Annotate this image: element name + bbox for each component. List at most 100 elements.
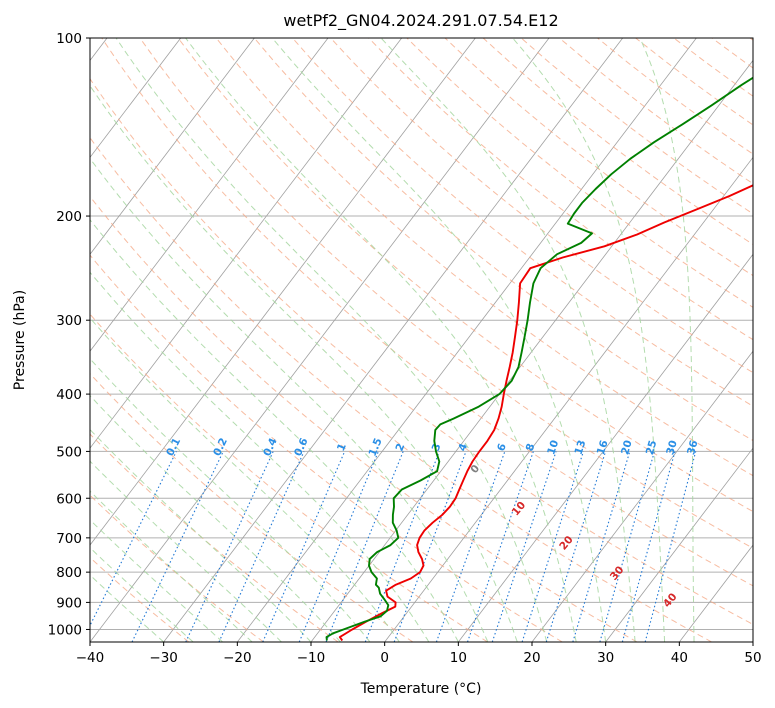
mixing-ratio-line — [521, 451, 584, 642]
dry-adiabat-line — [253, 38, 753, 442]
mixing-ratio-label: 0.6 — [292, 436, 311, 458]
mixing-ratio-label: 1 — [335, 442, 349, 453]
dry-adiabat-line — [177, 38, 753, 513]
y-axis: 100 200 300 400 500 600 700 800 900 1000 — [48, 31, 90, 638]
dry-adiabat-line — [90, 136, 712, 642]
isotherm-line — [90, 38, 182, 159]
plot-frame — [89, 37, 754, 643]
dry-adiabat-line — [330, 38, 753, 374]
y-tick-label: 200 — [56, 209, 82, 225]
x-tick-label: 20 — [523, 650, 540, 666]
isotherm-line — [163, 38, 624, 642]
mixing-ratio-line — [393, 451, 467, 642]
x-tick-label: 10 — [450, 650, 467, 666]
mixing-ratio-label: 1.5 — [367, 436, 385, 458]
isotherm-line — [90, 38, 255, 255]
moist-adiabat-line — [185, 38, 577, 642]
moist-adiabat-line — [115, 38, 548, 642]
y-tick-label: 700 — [56, 531, 82, 547]
y-tick-label: 900 — [56, 595, 82, 611]
dry-adiabat-line — [215, 38, 753, 477]
mixing-ratio-line — [298, 451, 379, 642]
moist-adiabats — [90, 38, 695, 642]
moist-adiabat-line — [639, 38, 695, 642]
dry-adiabat-line — [711, 38, 753, 69]
mixing-ratio-label: 36 — [685, 439, 700, 456]
chart-title: wetPf2_GN04.2024.291.07.54.E12 — [283, 11, 558, 31]
moist-adiabat-label: 30 — [608, 564, 627, 583]
isotherm-line — [384, 156, 753, 642]
moist-adiabat-line — [90, 490, 253, 642]
mixing-ratio-line — [572, 451, 631, 642]
dry-adiabat-line — [90, 373, 414, 642]
isotherm-line — [90, 38, 329, 352]
moist-adiabat-line — [90, 84, 518, 642]
mixing-ratio-lines — [90, 451, 697, 642]
isotherm-line — [90, 38, 550, 642]
mixing-ratio-label: 16 — [595, 439, 611, 457]
plot-area: 0.10.20.40.611.52346810131620253036-100-… — [90, 38, 753, 642]
mixing-ratio-line — [185, 451, 274, 642]
isotherm-line — [679, 544, 753, 642]
isotherm-line — [458, 253, 753, 642]
dry-adiabat-line — [90, 494, 264, 642]
mixing-ratio-line — [218, 451, 305, 642]
mixing-ratio-line — [599, 451, 656, 642]
mixing-ratio-label: 0.1 — [164, 436, 183, 458]
mixing-ratio-label: 4 — [456, 442, 470, 453]
y-tick-label: 1000 — [48, 622, 82, 638]
moist-adiabat-line — [90, 547, 194, 642]
mixing-ratio-line — [364, 451, 440, 642]
dry-adiabat-line — [749, 38, 753, 41]
x-tick-label: 0 — [380, 650, 389, 666]
x-axis: −40 −30 −20 −10 0 10 20 30 40 50 — [76, 642, 762, 666]
mixing-ratio-line — [435, 451, 506, 642]
moist-adiabat-line — [90, 460, 282, 642]
dry-adiabat-line — [90, 254, 563, 642]
mixing-ratio-line — [644, 451, 697, 642]
y-tick-label: 100 — [56, 31, 82, 47]
mixing-ratio-label: 0.4 — [261, 436, 280, 458]
mixing-ratio-label: 25 — [644, 439, 660, 456]
mixing-ratio-line — [466, 451, 534, 642]
y-tick-label: 400 — [56, 387, 82, 403]
mixing-ratio-label: 8 — [524, 442, 538, 453]
isotherm-grid — [90, 38, 753, 642]
y-tick-label: 500 — [56, 444, 82, 460]
isotherm-line — [90, 38, 403, 449]
y-tick-label: 800 — [56, 565, 82, 581]
x-axis-label: Temperature (°C) — [360, 681, 482, 697]
dry-adiabat-line — [90, 77, 753, 625]
dry-adiabat-line — [90, 433, 339, 642]
isotherm-line — [531, 350, 753, 642]
moist-adiabat-line — [90, 574, 165, 642]
moist-adiabat-line — [90, 394, 341, 642]
y-tick-label: 300 — [56, 313, 82, 329]
mixing-ratio-line — [131, 451, 224, 642]
dry-adiabat-line — [139, 38, 753, 549]
mixing-ratio-line — [262, 451, 346, 642]
moist-adiabat-label: 20 — [557, 534, 576, 553]
mixing-ratio-label: 3 — [430, 442, 444, 453]
moist-adiabat-line — [90, 358, 371, 642]
mixing-ratio-label: 20 — [619, 439, 635, 456]
dry-adiabat-line — [406, 38, 753, 308]
mixing-ratio-line — [90, 451, 177, 627]
dry-adiabat-line — [90, 195, 638, 642]
profile-series — [325, 76, 753, 642]
moist-adiabat-label: 40 — [661, 591, 680, 610]
mixing-ratio-line — [491, 451, 557, 642]
dry-adiabat-line — [444, 38, 753, 277]
mixing-ratio-line — [621, 451, 676, 642]
isobar-grid — [90, 38, 753, 630]
mixing-ratio-label: 13 — [573, 439, 589, 457]
mixing-ratio-label: 30 — [664, 439, 679, 456]
dry-adiabat-line — [635, 38, 753, 126]
isotherm-line — [237, 38, 697, 642]
mixing-ratio-label: 2 — [393, 442, 407, 453]
mixing-ratio-label: 6 — [495, 442, 509, 453]
x-tick-label: −20 — [223, 650, 252, 666]
dry-adiabat-line — [520, 38, 753, 215]
mixing-ratio-line — [545, 451, 607, 642]
